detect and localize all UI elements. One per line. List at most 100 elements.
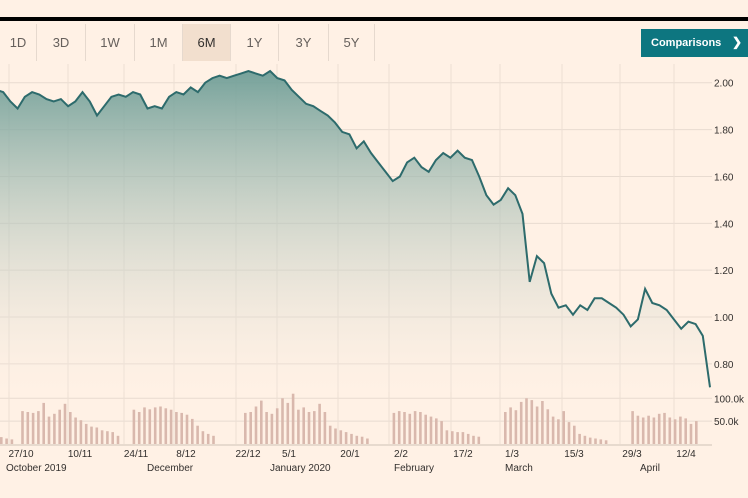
volume-bar [419,412,422,444]
volume-bar [69,412,72,444]
price-tick-label: 1.00 [714,313,734,324]
volume-bar [519,401,523,444]
volume-bar [132,409,136,444]
volume-bar [254,406,258,444]
volume-bar [472,435,475,444]
date-tick-label: 8/12 [176,449,196,460]
volume-bar [573,425,576,444]
month-label: February [394,463,434,474]
volume-bar [557,419,560,444]
volume-bar [307,412,311,444]
month-label: October 2019 [6,463,67,474]
volume-bar [599,439,603,444]
price-tick-label: 2.00 [714,79,734,90]
volume-bar [79,420,83,444]
volume-bar [456,432,459,444]
volume-bar [244,412,247,444]
volume-bar [47,416,51,444]
volume-bar [313,411,316,444]
price-tick-label: 1.40 [714,219,734,230]
volume-bar [286,402,290,444]
volume-bar [339,430,343,444]
chevron-right-icon: ❯ [731,35,742,49]
volume-bar [318,403,321,444]
range-tab-1d[interactable]: 1D [0,24,37,61]
range-tab-3d[interactable]: 3D [37,24,86,61]
volume-bar [451,431,454,444]
volume-bar [673,419,677,444]
volume-bar [647,415,650,444]
volume-bar [164,408,168,444]
volume-bar [260,400,263,444]
volume-bar [42,402,45,444]
volume-tick-label: 50.0k [714,417,739,428]
volume-bar [562,411,565,444]
price-axis: 2.00 1.80 1.60 1.40 1.20 1.00 0.80 [714,79,734,371]
volume-bar [684,418,687,444]
volume-bar [631,411,634,444]
volume-tick-label: 100.0k [714,394,745,405]
volume-bar [175,412,178,444]
volume-bar [100,430,104,444]
volume-bar [270,413,274,444]
volume-bar [541,401,544,444]
volume-bar [26,412,30,444]
volume-bar [31,412,35,444]
volume-bar [201,431,205,444]
volume-bar [153,407,157,444]
range-tab-1w[interactable]: 1W [86,24,135,61]
price-line [0,69,711,388]
date-tick-label: 15/3 [564,449,584,460]
volume-bar [37,411,40,444]
volume-bar [249,412,252,444]
month-label: December [147,463,194,474]
volume-bar [535,406,539,444]
volume-bar [84,423,88,444]
comparisons-button[interactable]: Comparisons ❯ [641,29,748,57]
range-tab-5y[interactable]: 5Y [329,24,375,61]
volume-bar [328,425,332,444]
volume-bar [180,412,183,444]
volume-bar [551,416,555,444]
volume-bar [212,435,215,444]
volume-bar [297,409,300,444]
volume-bar [392,412,396,444]
volume-bar [111,432,114,444]
price-area [0,71,710,392]
volume-bar [403,412,406,444]
volume-bar [466,433,470,444]
volume-bar [196,425,199,444]
volume-bar [594,438,597,444]
volume-bar [583,435,587,444]
price-tick-label: 0.80 [714,360,734,371]
volume-bar [461,432,465,444]
volume-bar [679,416,682,444]
volume-bar [509,407,512,444]
date-tick-label: 1/3 [505,449,519,460]
month-label: January 2020 [270,463,331,474]
price-tick-label: 1.20 [714,266,734,277]
date-tick-label: 12/4 [676,449,696,460]
volume-bar [74,417,77,444]
volume-bar [663,412,666,444]
volume-bar [137,412,141,444]
volume-bar [578,433,581,444]
range-tab-1m[interactable]: 1M [135,24,183,61]
volume-bar [350,433,353,444]
volume-bar [90,426,93,444]
volume-bar [281,398,284,444]
volume-bar [657,413,661,444]
volume-bar [689,423,693,444]
range-tab-3y[interactable]: 3Y [279,24,329,61]
volume-bar [530,400,534,444]
range-tab-6m[interactable]: 6M [183,24,231,61]
volume-bar [302,407,305,444]
volume-bar [63,403,67,444]
volume-bar [514,410,518,444]
volume-bar [397,411,401,444]
volume-bars [0,393,698,444]
volume-bar [429,416,433,444]
range-tab-1y[interactable]: 1Y [231,24,279,61]
volume-bar [58,409,61,444]
